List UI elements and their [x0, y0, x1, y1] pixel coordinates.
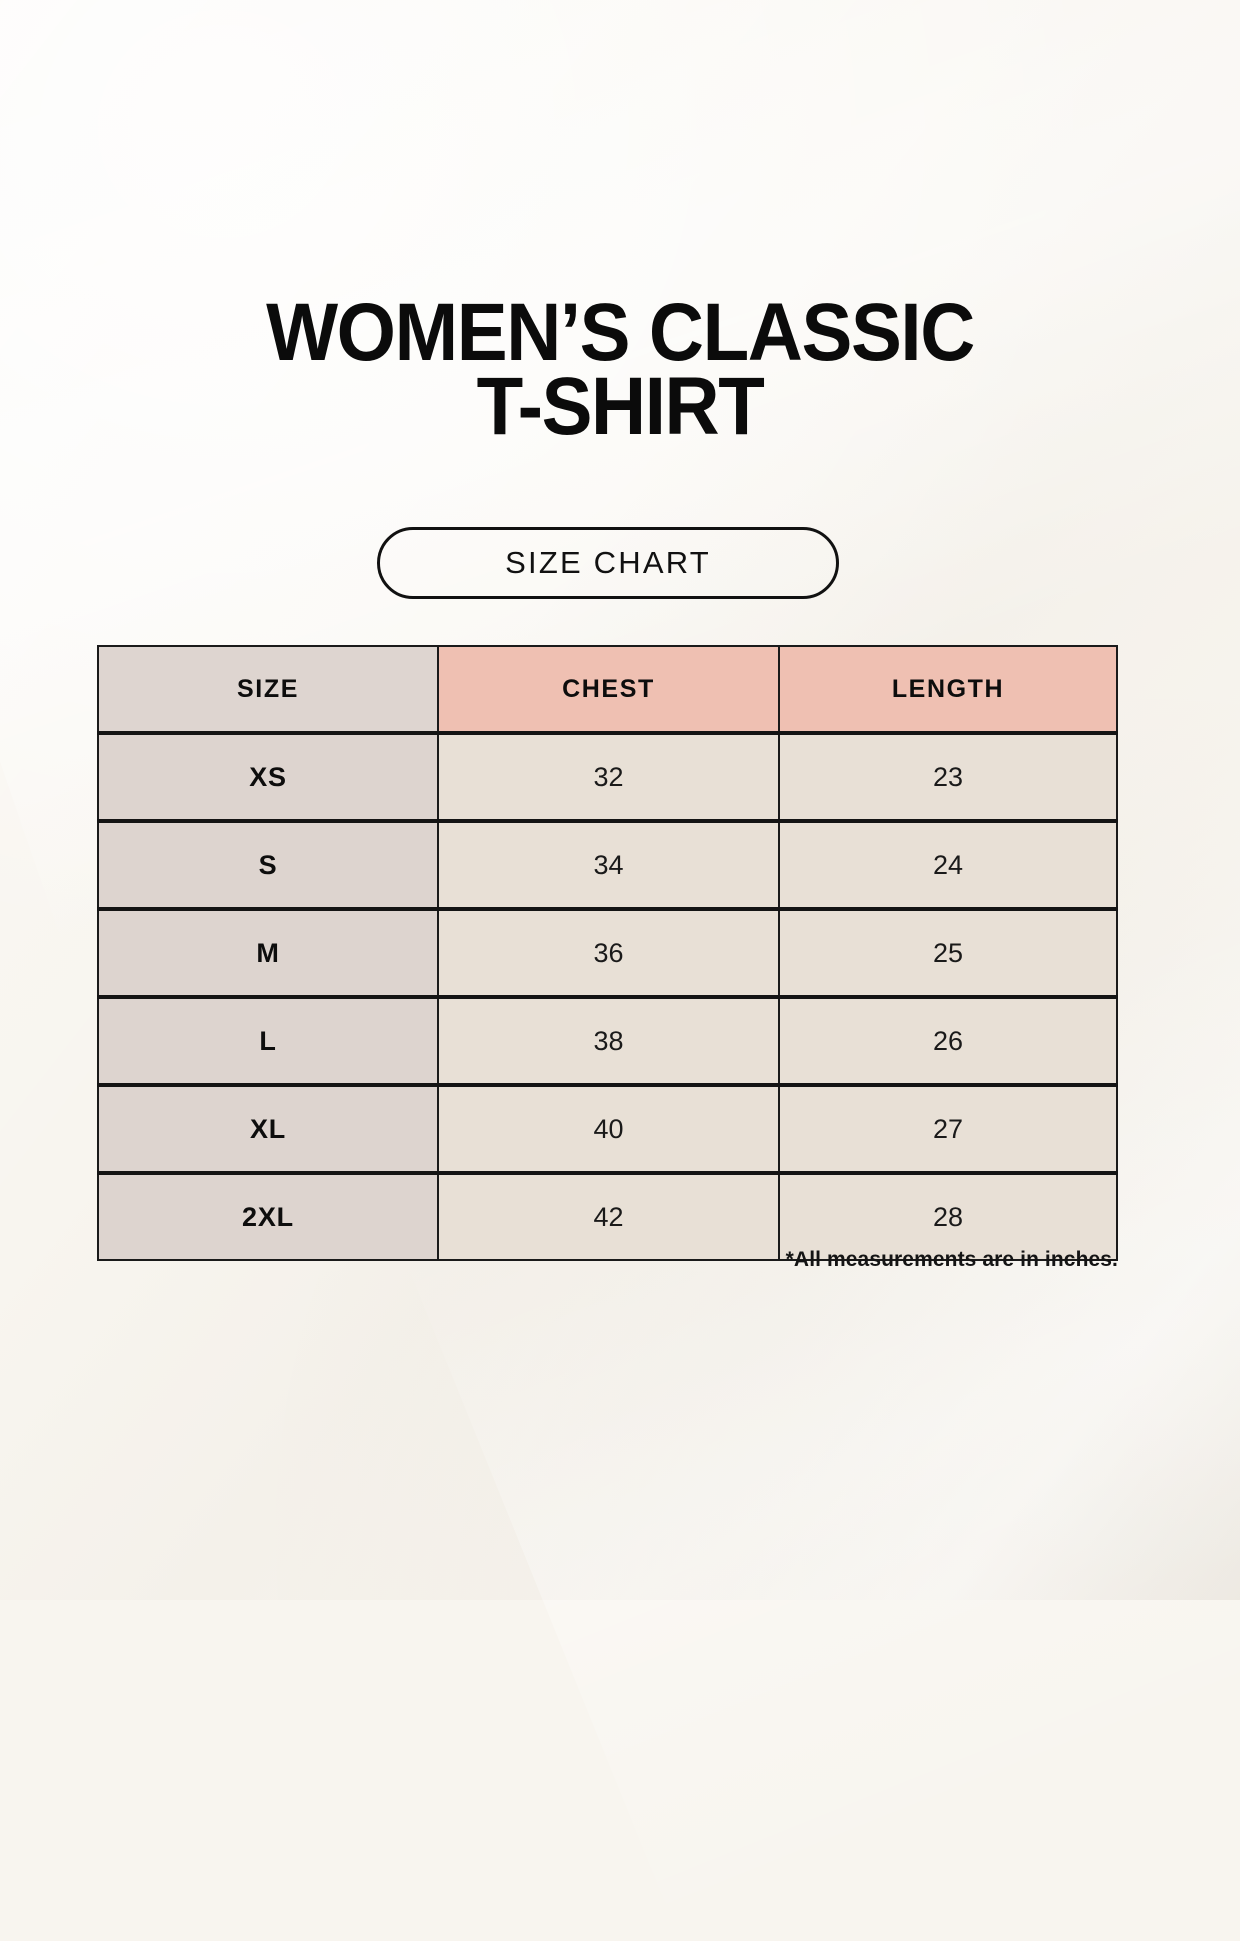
column-header-size: SIZE — [98, 646, 439, 735]
table-row: L 38 26 — [98, 997, 1117, 1087]
cell-chest: 42 — [438, 1173, 780, 1260]
size-chart-badge: SIZE CHART — [377, 527, 839, 599]
page-title-line-2: T-SHIRT — [476, 361, 765, 452]
cell-chest: 34 — [438, 821, 780, 911]
size-chart-badge-label: SIZE CHART — [505, 545, 711, 580]
cell-length: 25 — [779, 909, 1117, 999]
cell-length: 27 — [779, 1085, 1117, 1175]
cell-chest: 36 — [438, 909, 780, 999]
table-row: S 34 24 — [98, 821, 1117, 911]
table-body: XS 32 23 S 34 24 M 36 25 L 38 26 — [98, 733, 1117, 1260]
cell-size: XL — [98, 1085, 439, 1175]
cell-length: 23 — [779, 733, 1117, 823]
measurements-footnote: *All measurements are in inches. — [785, 1248, 1118, 1271]
table-header-row: SIZE CHEST LENGTH — [98, 646, 1117, 735]
cell-size: M — [98, 909, 439, 999]
column-header-chest: CHEST — [438, 646, 780, 735]
cell-chest: 32 — [438, 733, 780, 823]
table-header: SIZE CHEST LENGTH — [98, 646, 1117, 735]
page-title: WOMEN’S CLASSIC T-SHIRT — [0, 287, 1240, 452]
page-title-line-1: WOMEN’S CLASSIC — [266, 287, 975, 378]
cell-size: S — [98, 821, 439, 911]
cell-length: 26 — [779, 997, 1117, 1087]
size-chart-table: SIZE CHEST LENGTH XS 32 23 S 34 24 M — [97, 645, 1118, 1261]
column-header-length: LENGTH — [779, 646, 1117, 735]
cell-length: 28 — [779, 1173, 1117, 1260]
table-row: XS 32 23 — [98, 733, 1117, 823]
cell-size: L — [98, 997, 439, 1087]
table-row: XL 40 27 — [98, 1085, 1117, 1175]
cell-size: 2XL — [98, 1173, 439, 1260]
cell-length: 24 — [779, 821, 1117, 911]
table-row: M 36 25 — [98, 909, 1117, 999]
cell-chest: 38 — [438, 997, 780, 1087]
cell-chest: 40 — [438, 1085, 780, 1175]
table-row: 2XL 42 28 — [98, 1173, 1117, 1260]
cell-size: XS — [98, 733, 439, 823]
